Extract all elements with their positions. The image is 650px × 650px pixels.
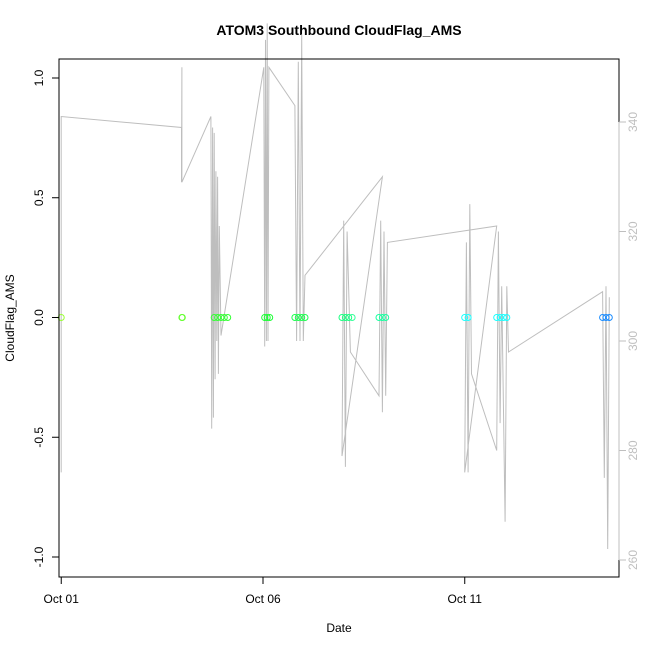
data-point-30	[605, 314, 613, 321]
y2-tick-label-2: 300	[626, 331, 640, 351]
secondary-trace-layer	[60, 23, 610, 550]
points-layer	[57, 314, 613, 321]
data-point-6	[220, 314, 228, 321]
x-axis: Oct 01 Oct 06 Oct 11	[44, 576, 483, 606]
data-point-3	[210, 314, 218, 321]
data-point-8	[261, 314, 269, 321]
data-point-13	[298, 314, 306, 321]
y-tick-label-0: -1.0	[32, 546, 46, 567]
data-point-14	[301, 314, 309, 321]
data-point-11	[291, 314, 299, 321]
data-point-9	[263, 314, 271, 321]
data-point-23	[464, 314, 472, 321]
data-point-10	[266, 314, 274, 321]
data-point-15	[338, 314, 346, 321]
data-point-17	[345, 314, 353, 321]
x-tick-label-1: Oct 06	[245, 592, 281, 606]
y-tick-label-1: -0.5	[32, 427, 46, 448]
data-point-27	[503, 314, 511, 321]
y-axis: -1.0 -0.5 0.0 0.5 1.0	[32, 69, 60, 567]
data-point-25	[496, 314, 504, 321]
data-point-12	[294, 314, 302, 321]
data-point-18	[348, 314, 356, 321]
data-point-28	[599, 314, 607, 321]
y2-tick-label-3: 320	[626, 221, 640, 241]
y-tick-label-4: 1.0	[32, 69, 46, 86]
y-tick-label-3: 0.5	[32, 189, 46, 206]
data-point-21	[382, 314, 390, 321]
data-point-19	[375, 314, 383, 321]
y2-axis: 260 280 300 320 340	[618, 112, 640, 570]
data-point-2	[178, 314, 186, 321]
x-tick-label-2: Oct 11	[448, 592, 483, 606]
y2-tick-label-1: 280	[626, 440, 640, 460]
chart-title: ATOM3 Southbound CloudFlag_AMS	[216, 22, 461, 38]
data-point-4	[214, 314, 222, 321]
x-tick-label-0: Oct 01	[44, 592, 80, 606]
data-point-16	[341, 314, 349, 321]
x-axis-label: Date	[326, 621, 352, 635]
secondary-trace-line	[60, 23, 610, 550]
data-point-26	[499, 314, 507, 321]
y-tick-label-2: 0.0	[32, 309, 46, 326]
data-point-22	[461, 314, 469, 321]
data-point-24	[493, 314, 501, 321]
y2-tick-label-0: 260	[626, 550, 640, 570]
data-point-5	[217, 314, 225, 321]
data-point-29	[602, 314, 610, 321]
y-axis-label: CloudFlag_AMS	[3, 274, 17, 361]
data-point-7	[224, 314, 232, 321]
data-point-20	[378, 314, 386, 321]
y2-tick-label-4: 340	[626, 112, 640, 132]
